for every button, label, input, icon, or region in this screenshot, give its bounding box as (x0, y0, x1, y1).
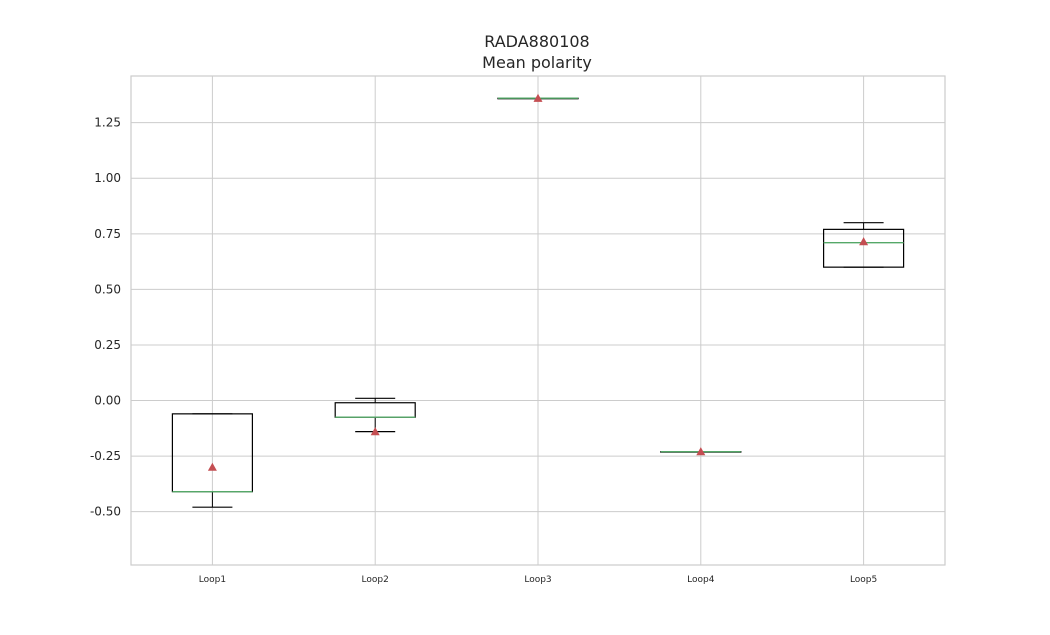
plot-area: -0.50 -0.25 0.00 0.25 0.50 0.75 1.00 1.25 Loop1 L… (90, 75, 946, 585)
x-tick-label-loop3: Loop3 (524, 575, 551, 585)
x-tick-label-loop5: Loop5 (850, 575, 877, 585)
mean-marker-loop2 (370, 427, 380, 436)
mean-marker-loop5 (859, 237, 869, 246)
mean-marker-loop3 (533, 93, 543, 102)
y-tick-label: 1.00 (94, 171, 121, 185)
y-tick-label: 0.75 (94, 227, 121, 241)
y-tick-label: -0.25 (90, 449, 121, 463)
chart-title: RADA880108 (484, 32, 589, 51)
box-loop5 (822, 228, 905, 268)
y-tick-label: 0.25 (94, 338, 121, 352)
axes-frame (130, 75, 946, 566)
x-tick-label-loop2: Loop2 (362, 575, 389, 585)
x-tick-label-loop4: Loop4 (687, 575, 715, 585)
x-tick-label-loop1: Loop1 (199, 575, 226, 585)
y-tick-label: -0.50 (90, 505, 121, 519)
y-tick-label: 1.25 (94, 116, 121, 130)
y-tick-label: 0.00 (94, 394, 121, 408)
mean-marker-loop4 (696, 447, 706, 456)
y-tick-label: 0.50 (94, 282, 121, 296)
mean-marker-loop1 (207, 462, 217, 471)
chart-subtitle: Mean polarity (482, 53, 592, 72)
